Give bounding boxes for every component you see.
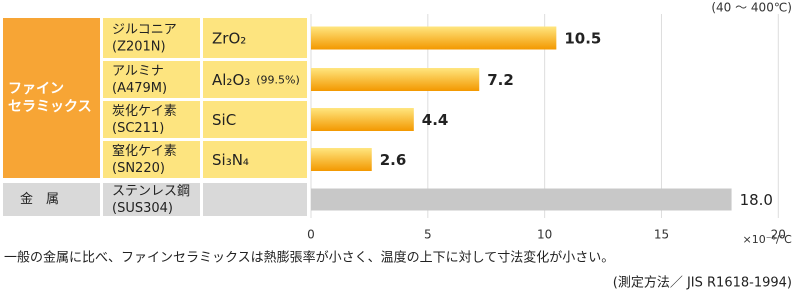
x-tick-label: 20 (771, 228, 786, 242)
category-label: ステンレス鋼 (112, 184, 190, 199)
formula-note: (99.5%) (256, 74, 300, 87)
formula-cell (203, 61, 307, 98)
x-tick-label: 0 (307, 228, 315, 242)
group-label: セラミックス (8, 99, 92, 115)
category-label: ジルコニア (112, 23, 177, 38)
condition: (40 ～ 400℃) (711, 1, 792, 15)
bar (311, 188, 732, 211)
value-label: 4.4 (422, 111, 449, 129)
bar (311, 68, 480, 91)
formula-cell (203, 18, 307, 58)
value-label: 7.2 (487, 71, 514, 89)
bar (311, 108, 414, 131)
x-tick-label: 5 (424, 228, 432, 242)
name-cell (103, 18, 200, 58)
category-label: 炭化ケイ素 (112, 104, 177, 119)
formula-cell (203, 101, 307, 138)
name-cell (103, 141, 200, 178)
group-label: 金 属 (20, 191, 59, 207)
name-cell (103, 183, 200, 216)
formula-cell (203, 141, 307, 178)
value-label: 2.6 (380, 151, 407, 169)
category-code: (Z201N) (112, 40, 166, 55)
source: (測定方法／ JIS R1618-1994) (613, 275, 792, 291)
name-cell (103, 61, 200, 98)
x-tick-label: 15 (654, 228, 669, 242)
group-label: ファイン (8, 81, 64, 97)
bar (311, 26, 557, 50)
category-code: (SN220) (112, 161, 165, 176)
formula: Si₃N₄ (212, 151, 249, 169)
x-tick-label: 10 (537, 228, 552, 242)
category-code: (A479M) (112, 81, 167, 96)
value-label: 18.0 (740, 191, 773, 209)
footnote: 一般の金属に比べ、ファインセラミックスは熱膨張率が小さく、温度の上下に対して寸法… (4, 250, 614, 266)
name-cell (103, 101, 200, 138)
formula: SiC (212, 111, 236, 129)
formula-cell (203, 183, 307, 216)
bar (311, 148, 372, 171)
category-label: アルミナ (112, 64, 164, 79)
value-label: 10.5 (564, 30, 601, 48)
unit: ×10⁻⁶/℃ (743, 233, 793, 246)
group-cell (3, 18, 100, 178)
category-code: (SUS304) (112, 201, 173, 216)
category-label: 窒化ケイ素 (112, 143, 177, 159)
category-code: (SC211) (112, 121, 164, 136)
group-cell (3, 183, 100, 216)
formula: ZrO₂ (212, 30, 246, 48)
formula: Al₂O₃ (212, 71, 250, 89)
